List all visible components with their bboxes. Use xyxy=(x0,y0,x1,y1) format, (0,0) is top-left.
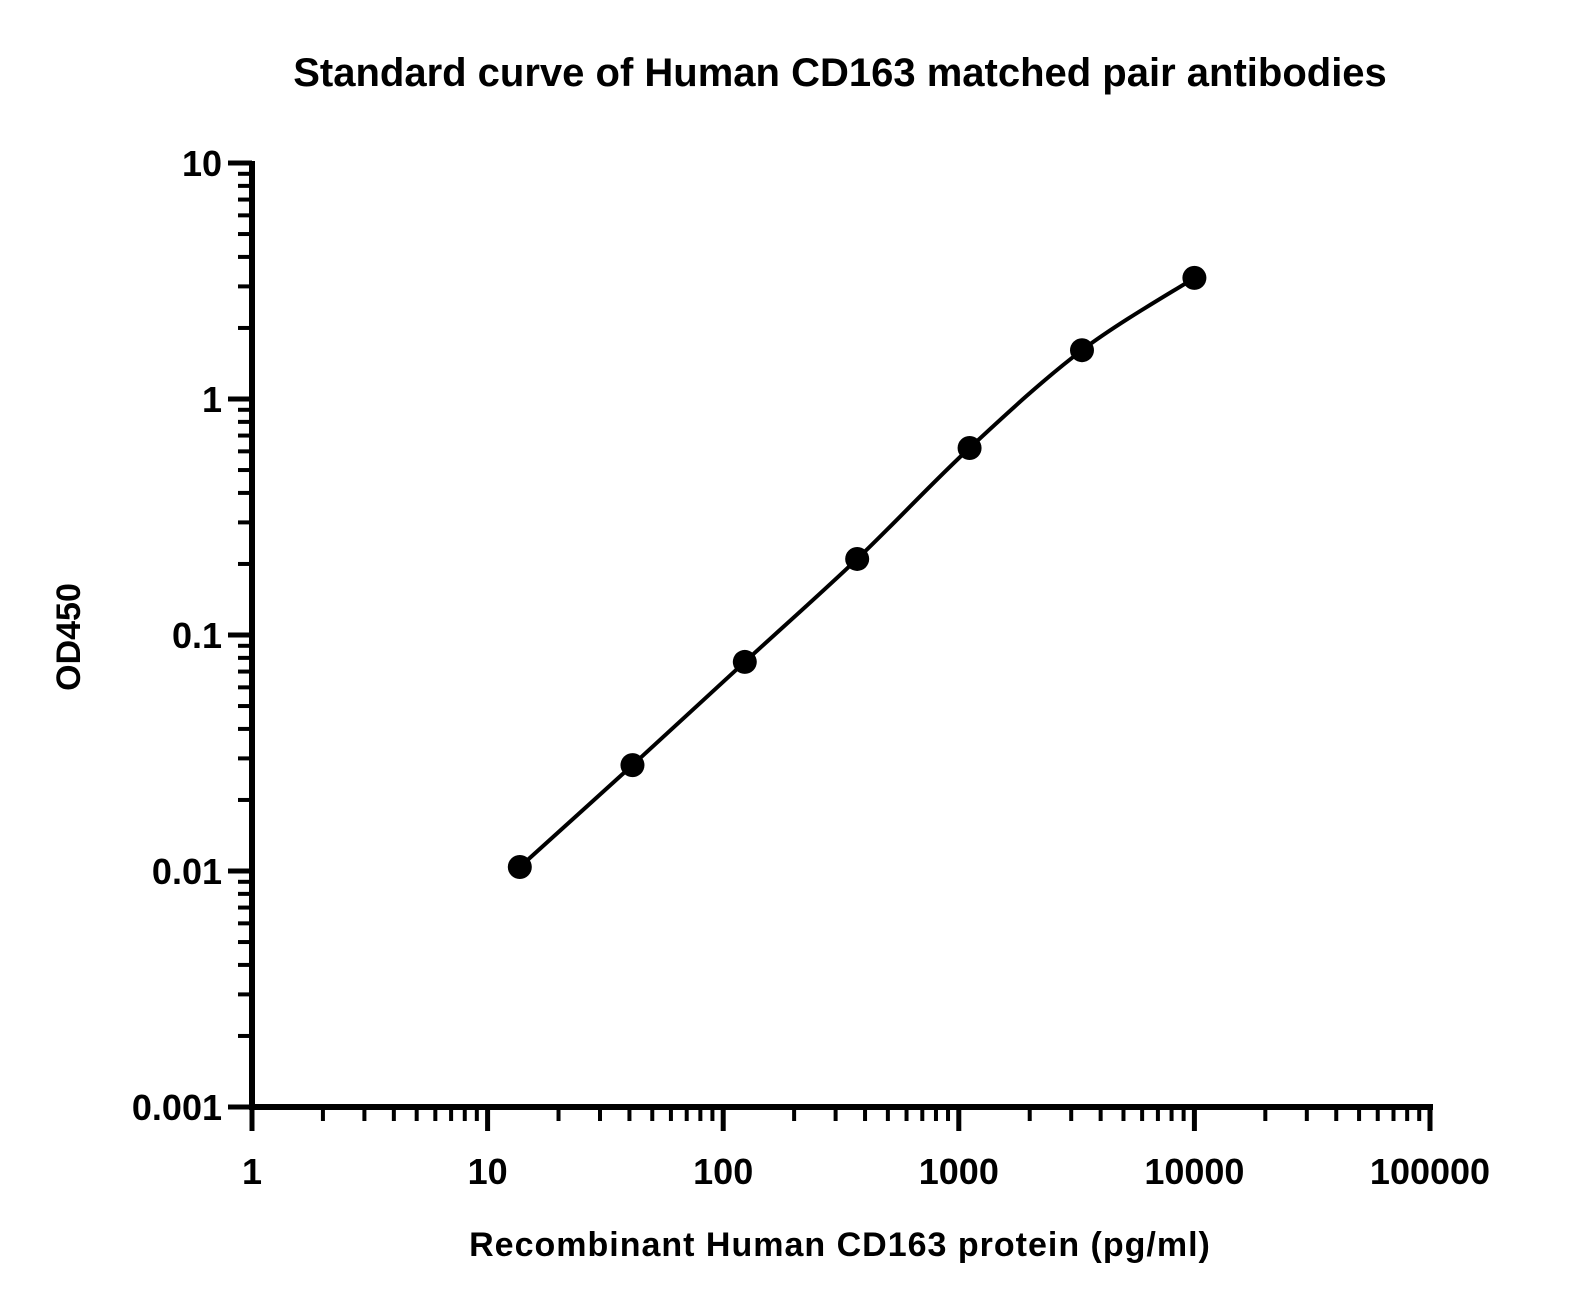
x-axis-label: Recombinant Human CD163 protein (pg/ml) xyxy=(469,1226,1211,1264)
x-tick-label: 10 xyxy=(468,1151,508,1192)
x-tick-label: 1000 xyxy=(919,1151,999,1192)
chart-title: Standard curve of Human CD163 matched pa… xyxy=(293,51,1387,95)
data-point xyxy=(620,753,645,778)
tick-labels: 1 10 100 1000 10000 100000 0.001 0.01 0.1 1 10 xyxy=(132,143,1490,1192)
data-point xyxy=(845,546,870,571)
y-axis-label: OD450 xyxy=(50,583,88,691)
x-tick-label: 10000 xyxy=(1144,1151,1244,1192)
data-points xyxy=(507,265,1207,879)
data-point xyxy=(507,854,532,879)
y-tick-label: 0.001 xyxy=(132,1087,222,1128)
y-tick-label: 10 xyxy=(182,143,222,184)
x-tick-label: 100 xyxy=(693,1151,753,1192)
fit-curve xyxy=(518,276,1196,869)
x-tick-label: 100000 xyxy=(1370,1151,1490,1192)
y-tick-label: 0.1 xyxy=(172,615,222,656)
data-point xyxy=(732,649,757,674)
y-tick-label: 0.01 xyxy=(152,851,222,892)
data-point xyxy=(1182,265,1207,290)
data-point xyxy=(1069,338,1094,363)
x-tick-label: 1 xyxy=(242,1151,262,1192)
axes xyxy=(228,160,1433,1131)
data-point xyxy=(957,435,982,460)
y-tick-label: 1 xyxy=(202,379,222,420)
